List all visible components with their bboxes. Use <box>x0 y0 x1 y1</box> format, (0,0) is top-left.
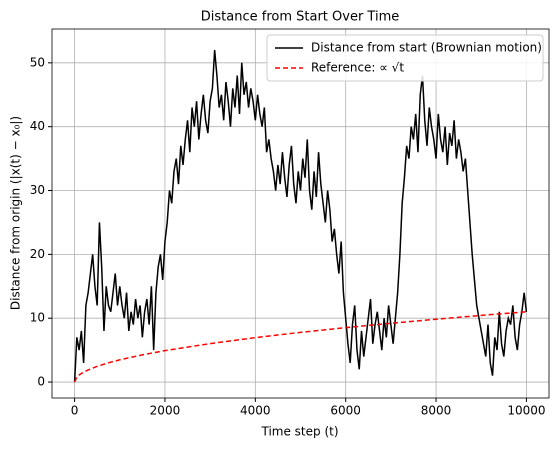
y-tick-label: 50 <box>30 55 45 69</box>
x-tick-label: 10000 <box>507 404 545 418</box>
x-axis-label: Time step (t) <box>260 425 338 439</box>
y-tick-label: 10 <box>30 311 45 325</box>
y-tick-label: 20 <box>30 247 45 261</box>
x-tick-label: 6000 <box>330 404 361 418</box>
data-line <box>73 50 528 383</box>
legend-label: Reference: ∝ √t <box>311 61 404 75</box>
x-tick-label: 0 <box>71 404 79 418</box>
x-tick-label: 2000 <box>150 404 181 418</box>
legend-label: Distance from start (Brownian motion) <box>311 41 542 55</box>
chart-title: Distance from Start Over Time <box>201 10 399 25</box>
x-tick-label: 8000 <box>421 404 452 418</box>
legend-box <box>266 34 544 82</box>
plot-frame <box>51 28 550 399</box>
y-tick-label: 30 <box>30 183 45 197</box>
x-tick-label: 4000 <box>240 404 271 418</box>
y-tick-label: 40 <box>30 119 45 133</box>
y-axis-label: Distance from origin (|x(t) − x₀|) <box>9 116 23 310</box>
y-tick-label: 0 <box>37 375 45 389</box>
